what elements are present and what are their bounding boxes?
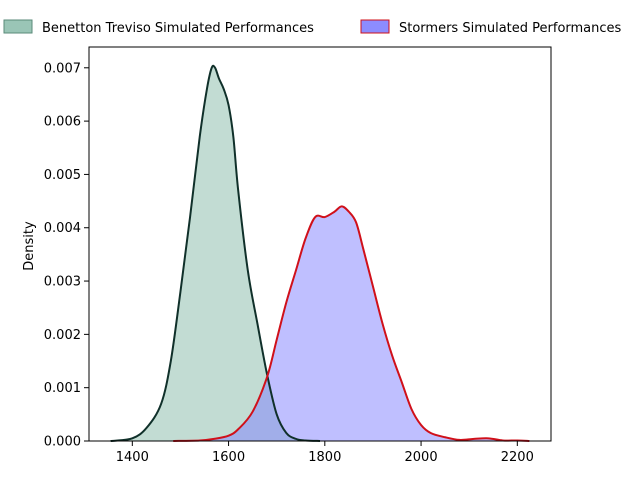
x-tick-label: 2000 xyxy=(405,450,438,465)
x-axis: 1400 1600 1800 2000 2200 xyxy=(116,441,534,465)
plot-frame xyxy=(88,46,552,442)
y-tick-label: 0.002 xyxy=(44,328,81,343)
x-tick-label: 1400 xyxy=(116,450,149,465)
x-tick-label: 1800 xyxy=(308,450,341,465)
y-axis: 0.000 0.001 0.002 0.003 0.004 0.005 0.006 0.007 xyxy=(44,61,89,450)
legend-label-0: Benetton Treviso Simulated Performances xyxy=(42,21,314,36)
density-fill-0 xyxy=(110,65,320,442)
legend-label-1: Stormers Simulated Performances xyxy=(399,21,622,36)
y-tick-label: 0.003 xyxy=(44,275,81,290)
legend-swatch-1 xyxy=(360,19,390,34)
legend-swatch-0 xyxy=(3,19,33,34)
density-fill-1 xyxy=(173,206,530,441)
density-line-1 xyxy=(173,205,530,442)
y-tick-label: 0.000 xyxy=(44,435,81,450)
x-tick-label: 2200 xyxy=(501,450,534,465)
y-tick-label: 0.007 xyxy=(44,61,81,76)
y-axis-label: Density xyxy=(22,221,37,271)
y-tick-label: 0.001 xyxy=(44,381,81,396)
y-tick-label: 0.006 xyxy=(44,115,81,130)
y-tick-label: 0.005 xyxy=(44,168,81,183)
density-line-0 xyxy=(110,64,321,442)
plot-area xyxy=(110,64,530,442)
y-tick-label: 0.004 xyxy=(44,221,81,236)
legend: Benetton Treviso Simulated Performances S… xyxy=(3,19,622,36)
x-tick-label: 1600 xyxy=(212,450,245,465)
